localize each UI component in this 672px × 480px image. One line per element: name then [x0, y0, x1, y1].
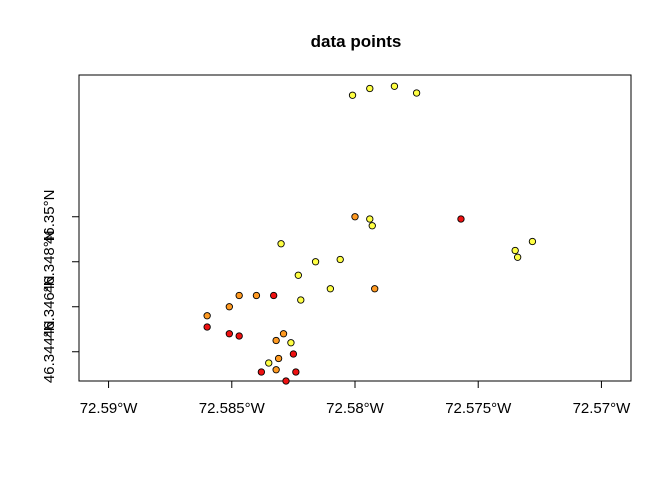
x-tick-label: 72.585°W [199, 400, 266, 417]
data-point [513, 253, 522, 261]
data-point [294, 271, 302, 279]
data-point [287, 339, 295, 347]
data-point [371, 285, 379, 293]
x-tick-label: 72.58°W [326, 400, 385, 417]
y-axis: 46.344°N46.346°N46.348°N46.35°N [41, 190, 80, 383]
data-point [326, 285, 335, 293]
y-tick-label: 46.346°N [41, 275, 58, 338]
data-point [203, 312, 211, 320]
data-point [292, 368, 300, 376]
data-point [351, 213, 359, 221]
data-point [203, 323, 211, 331]
data-point [257, 368, 266, 376]
x-axis: 72.59°W 72.585°W 72.58°W 72.575°W 72.57°W [80, 380, 632, 417]
data-point [311, 258, 320, 266]
data-point [270, 291, 278, 300]
data-point [348, 91, 357, 99]
data-point [282, 377, 290, 385]
data-point [289, 350, 298, 358]
data-point [336, 255, 344, 264]
data-point [235, 332, 243, 340]
x-tick-label: 72.59°W [80, 400, 139, 417]
data-point [274, 354, 283, 363]
y-tick-label: 46.348°N [41, 230, 58, 293]
data-point [457, 215, 465, 223]
data-point [265, 359, 273, 367]
data-point [390, 82, 399, 90]
data-point [366, 84, 374, 93]
data-point [235, 291, 243, 300]
data-point [225, 303, 233, 311]
data-point [412, 89, 421, 97]
x-tick-label: 72.575°W [445, 400, 512, 417]
data-point [225, 330, 233, 338]
y-tick-label: 46.35°N [41, 190, 58, 244]
data-point [279, 330, 288, 338]
data-point [368, 222, 376, 230]
data-point [528, 237, 537, 246]
data-points [203, 82, 537, 385]
data-point [366, 215, 374, 223]
x-tick-label: 72.57°W [573, 400, 632, 417]
y-tick-label: 46.344°N [41, 320, 58, 383]
data-point [277, 240, 285, 248]
chart-title: data points [311, 32, 402, 51]
data-point [511, 246, 519, 255]
data-point [272, 336, 280, 345]
data-point [252, 291, 261, 300]
plot-frame [78, 74, 632, 382]
data-point [272, 366, 280, 374]
data-point [297, 296, 305, 304]
